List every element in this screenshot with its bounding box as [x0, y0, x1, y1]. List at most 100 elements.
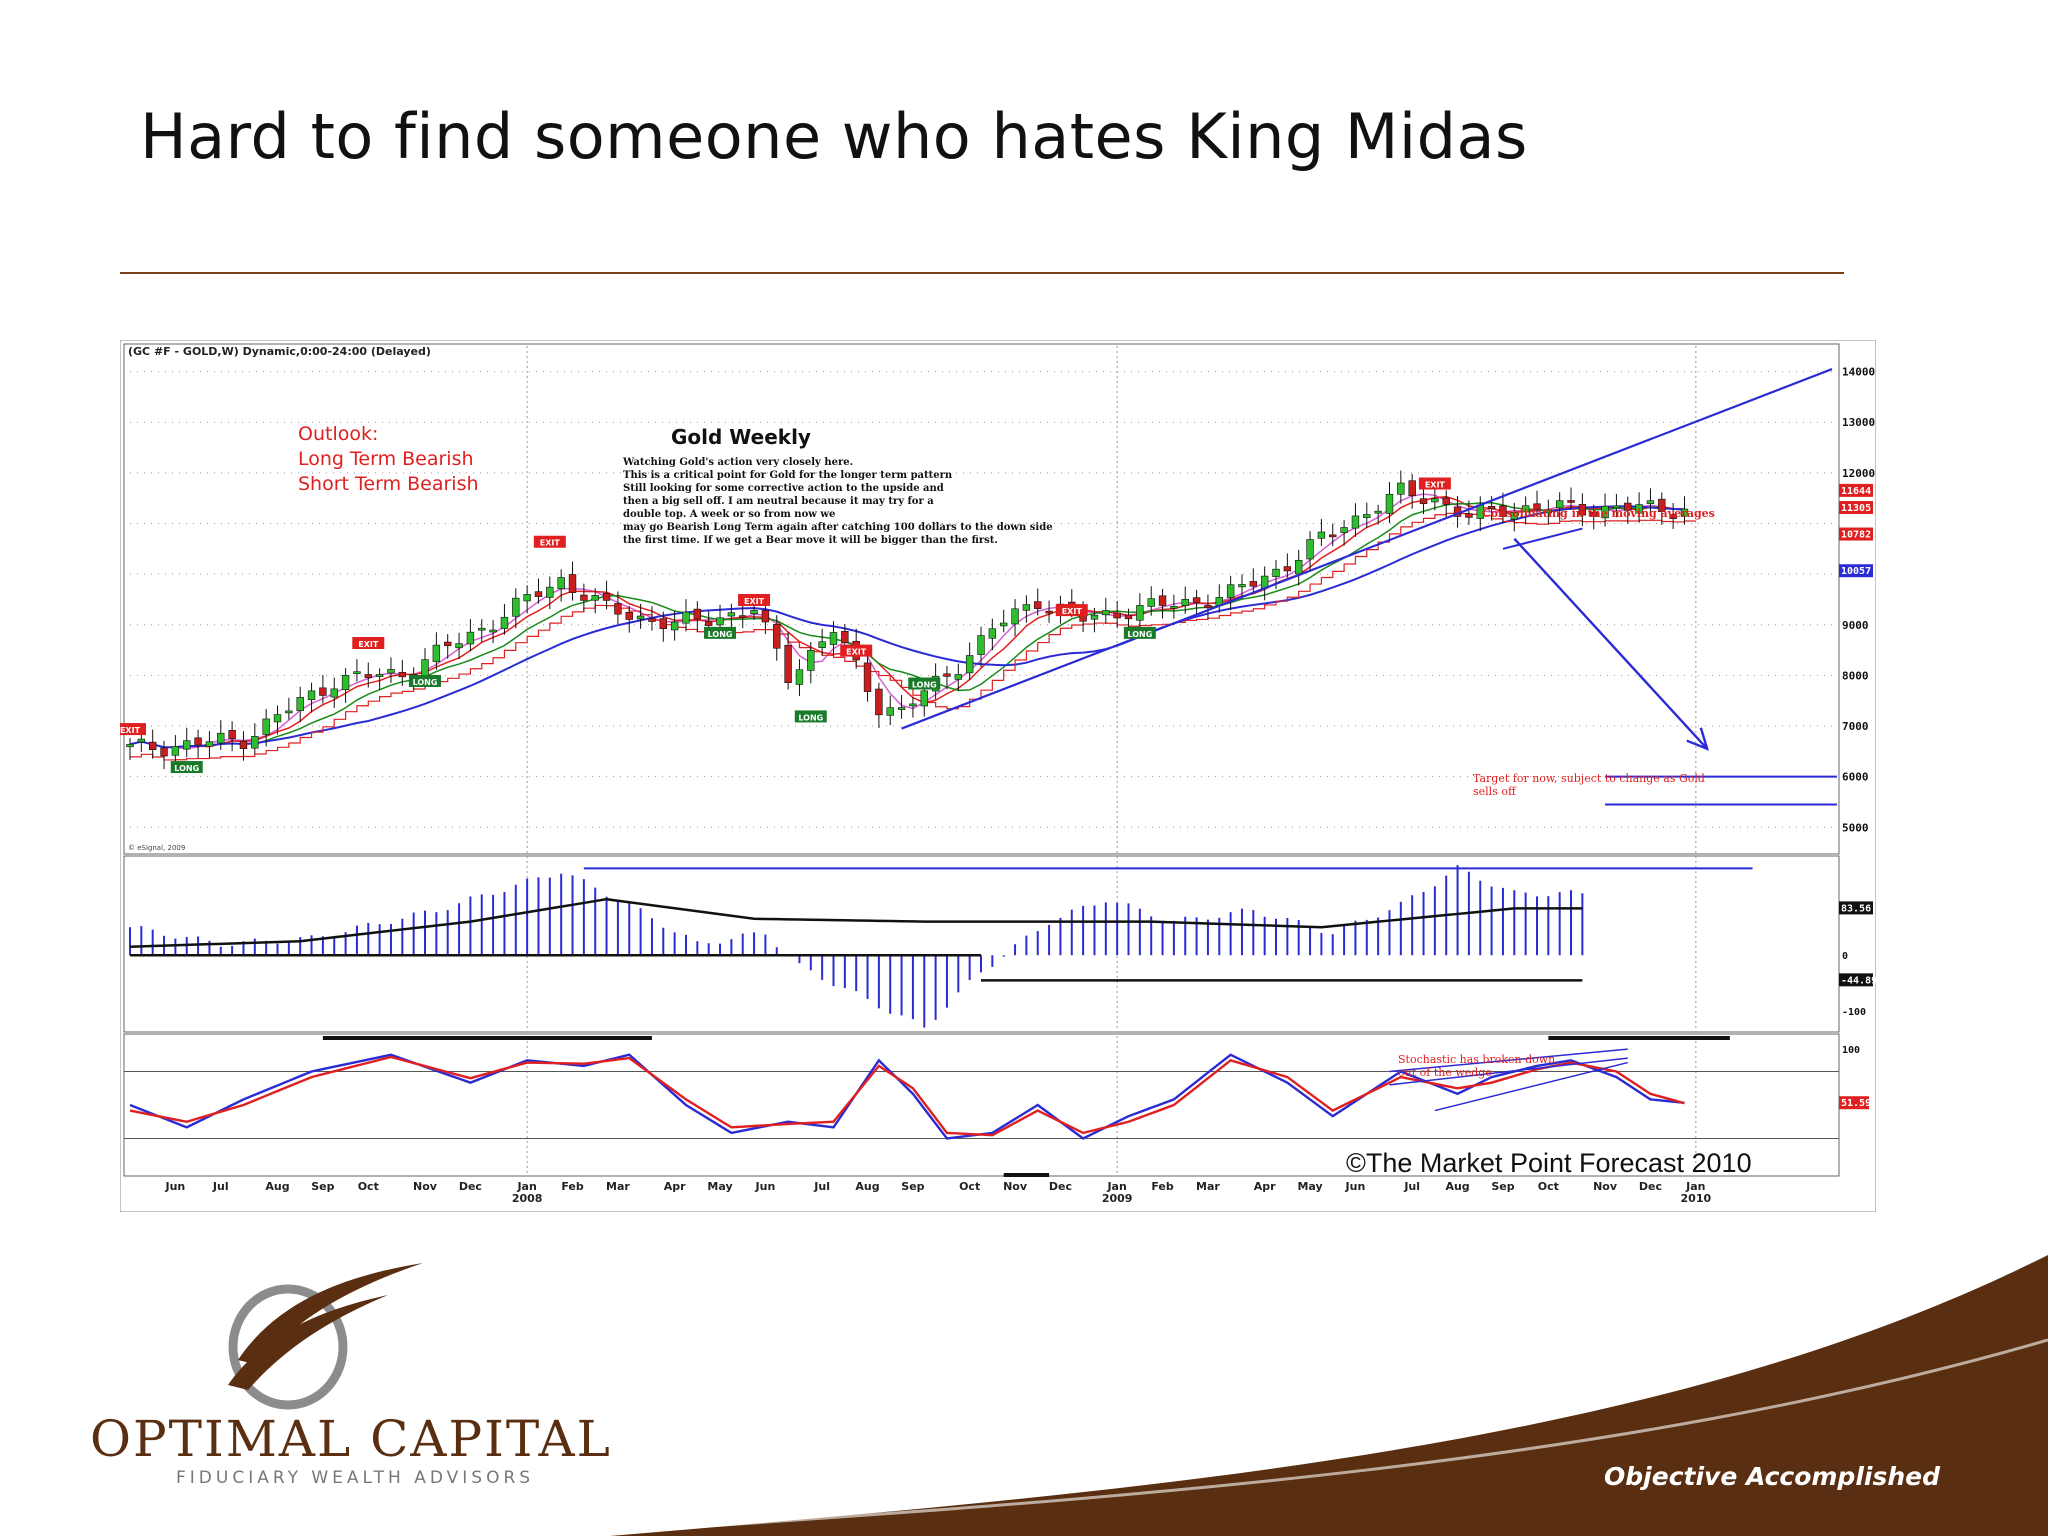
candle-body [773, 624, 781, 649]
candle-body [1601, 505, 1609, 519]
candle-body [1487, 505, 1496, 510]
x-axis-tick: Oct [959, 1180, 980, 1193]
signal-tag-box [1055, 604, 1088, 617]
candle-body [353, 671, 361, 674]
candle-body [307, 690, 316, 701]
moving-average-line [129, 501, 1685, 749]
oscillator-y-tick: 0 [1842, 951, 1848, 962]
candle-body [500, 616, 509, 629]
exit-signal-tag: EXIT [1418, 477, 1451, 490]
price-tag-box [1839, 501, 1873, 515]
stochastic-layer [124, 1036, 1839, 1177]
candle-body [1510, 512, 1518, 520]
candle-body [1658, 498, 1666, 512]
candle-body [512, 597, 520, 617]
x-axis-tick: Aug [855, 1180, 879, 1193]
candle-body [319, 687, 327, 696]
x-axis-year: 2008 [512, 1192, 543, 1205]
candle-body [829, 632, 838, 645]
commentary-line: the first time. If we get a Bear move it… [623, 535, 998, 546]
long-signal-tag: LONG [794, 710, 827, 723]
optimal-capital-logo-icon [228, 1263, 423, 1410]
x-axis-tick: Aug [265, 1180, 289, 1193]
market-point-watermark: ©The Market Point Forecast 2010 [1346, 1148, 1752, 1178]
logo-swoosh-lower [228, 1295, 388, 1390]
candle-body [489, 629, 497, 633]
candle-body [1147, 598, 1155, 607]
candle-body [1226, 584, 1235, 598]
price-tag-label: 11644 [1841, 486, 1871, 497]
stochastic-tag-label: 51.59 [1841, 1098, 1871, 1109]
candle-body [1090, 614, 1099, 620]
candle-body [841, 631, 849, 643]
signal-tag-box [738, 593, 771, 606]
candle-body [1578, 504, 1587, 516]
candle-body [330, 688, 338, 698]
commentary-line: This is a critical point for Gold for th… [623, 470, 953, 481]
price-y-tick: 14000 [1842, 366, 1875, 379]
signal-tag-box [352, 637, 385, 650]
candle-body [341, 674, 350, 691]
candle-body [739, 615, 747, 618]
x-axis-tick: May [707, 1180, 732, 1193]
price-y-tick: 13000 [1842, 416, 1875, 429]
candle-body [171, 746, 180, 756]
projection-arrow-line [1513, 537, 1709, 750]
oscillator-tag-box [1839, 901, 1873, 915]
candle-body [636, 615, 645, 620]
slide-tagline: Objective Accomplished [1604, 1462, 1940, 1491]
long-signal-tag: LONG [908, 677, 941, 690]
signal-tag-label: LONG [174, 764, 199, 773]
x-axis-tick: Feb [561, 1180, 584, 1193]
commentary-line: then a big sell off. I am neutral becaus… [623, 496, 934, 507]
candle-body [716, 617, 724, 626]
candle-body [795, 669, 804, 685]
candle-body [1669, 514, 1677, 519]
candle-body [1317, 531, 1326, 539]
consolidating-note: Consolidating in the moving averages [1482, 507, 1715, 520]
long-signal-tag: LONG [704, 626, 737, 639]
candle-body [1329, 534, 1337, 538]
signal-tag-label: EXIT [120, 726, 141, 735]
price-tag-label: 11305 [1841, 503, 1871, 514]
company-tagline-sub: FIDUCIARY WEALTH ADVISORS [176, 1468, 535, 1488]
candle-body [920, 690, 928, 707]
oscillator-layer [129, 865, 1753, 1028]
candle-body [1521, 505, 1530, 513]
candle-body [126, 743, 134, 748]
target-note-line2: sells off [1473, 785, 1517, 798]
commentary-line: Watching Gold's action very closely here… [622, 457, 853, 468]
x-axis-tick: Oct [358, 1180, 379, 1193]
x-axis-tick: Jan [1106, 1180, 1126, 1193]
candle-body [1238, 584, 1246, 588]
x-axis-tick: Sep [901, 1180, 924, 1193]
candle-body [1363, 514, 1371, 518]
candle-body [205, 741, 214, 747]
x-axis-year: 2010 [1681, 1192, 1712, 1205]
price-tag-box [1839, 483, 1873, 497]
outlook-long-term: Long Term Bearish [298, 448, 474, 470]
candle-body [285, 710, 293, 714]
swoosh-shape [610, 1255, 2048, 1536]
swoosh-highlight [559, 1338, 2048, 1536]
signal-tag-box [409, 674, 442, 687]
candle-body [1034, 601, 1042, 609]
candle-body [682, 611, 690, 624]
oscillator-tag-box [1839, 973, 1873, 987]
candle-body [148, 741, 157, 751]
candle-body [251, 736, 259, 749]
signal-tag-label: LONG [413, 678, 438, 687]
x-axis-tick: Jul [813, 1180, 830, 1193]
candle-body [296, 697, 304, 712]
exit-signal-tag: EXIT [1055, 604, 1088, 617]
signal-tag-box [533, 535, 566, 548]
candle-body [1431, 498, 1439, 503]
candle-body [1408, 480, 1416, 497]
chart-title: Gold Weekly [671, 425, 811, 449]
candle-body [750, 610, 758, 615]
candle-body [965, 655, 974, 674]
candle-body [364, 674, 372, 678]
candle-body [523, 594, 531, 602]
candle-body [580, 594, 588, 601]
candle-body [1204, 605, 1212, 609]
